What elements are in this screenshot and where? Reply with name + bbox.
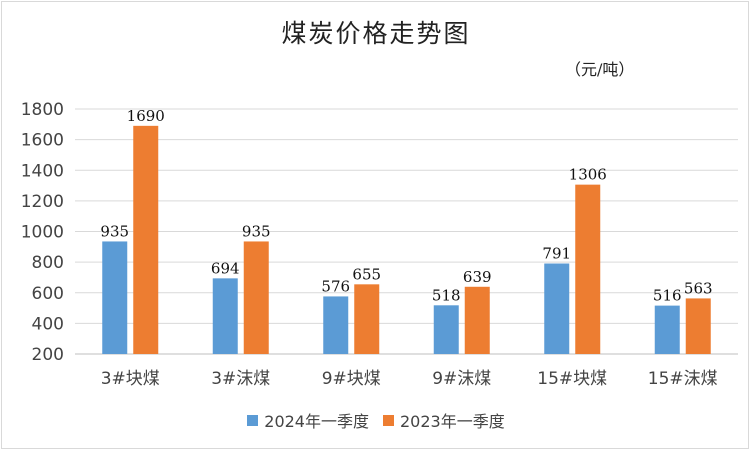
- y-tick-label-1400: 1400: [21, 161, 64, 181]
- data-label-1-1: 935: [242, 222, 271, 240]
- legend-item-2024: 2024年一季度: [247, 408, 369, 432]
- y-tick-label-400: 400: [32, 314, 64, 334]
- data-label-4-0: 791: [542, 245, 571, 263]
- bar-2-1: [354, 284, 380, 354]
- x-tick-label-0: 3#块煤: [101, 369, 160, 389]
- x-tick-label-1: 3#沫煤: [211, 369, 270, 389]
- y-tick-label-1800: 1800: [21, 100, 64, 120]
- y-tick-label-1000: 1000: [21, 223, 64, 243]
- legend-swatch-2024: [247, 414, 259, 426]
- bar-1-0: [212, 278, 238, 354]
- x-axis-ticks: 3#块煤 3#沫煤 9#块煤 9#沫煤 15#块煤 15#沫煤: [101, 369, 718, 389]
- data-label-5-1: 563: [684, 279, 713, 297]
- bar-4-0: [544, 263, 570, 354]
- bar-3-0: [433, 305, 459, 354]
- legend-label-2023: 2023年一季度: [400, 412, 505, 431]
- legend-item-2023: 2023年一季度: [383, 408, 505, 432]
- bar-0-1: [133, 125, 159, 354]
- legend-swatch-2023: [383, 414, 394, 426]
- y-tick-label-200: 200: [32, 345, 64, 365]
- unit-label: （元/吨）: [565, 60, 635, 79]
- chart-title: 煤炭价格走势图: [281, 19, 471, 48]
- x-tick-label-2: 9#块煤: [322, 369, 381, 389]
- data-label-0-1: 1690: [127, 107, 165, 125]
- data-label-2-1: 655: [352, 265, 381, 283]
- x-tick-label-5: 15#沫煤: [648, 369, 718, 389]
- bar-3-1: [464, 286, 490, 354]
- legend-label-2024: 2024年一季度: [264, 412, 369, 431]
- data-label-3-0: 518: [432, 286, 461, 304]
- legend: 2024年一季度 2023年一季度: [0, 408, 752, 432]
- data-label-3-1: 639: [463, 268, 492, 286]
- x-tick-label-3: 9#沫煤: [432, 369, 491, 389]
- bar-0-0: [102, 241, 128, 354]
- data-label-0-0: 935: [100, 222, 129, 240]
- x-tick-label-4: 15#块煤: [537, 369, 607, 389]
- bar-1-1: [243, 241, 269, 354]
- bars: [102, 125, 711, 354]
- y-tick-label-1200: 1200: [21, 192, 64, 212]
- y-axis-ticks: 200 400 600 800 1000 1200 1400 1600 1800: [21, 100, 64, 365]
- bar-2-0: [323, 296, 349, 354]
- data-label-1-0: 694: [211, 259, 240, 277]
- data-label-2-0: 576: [321, 277, 350, 295]
- bar-5-1: [685, 298, 711, 354]
- data-label-5-0: 516: [653, 287, 682, 305]
- bar-4-1: [575, 184, 601, 354]
- gridlines: [75, 108, 738, 355]
- y-tick-label-600: 600: [32, 284, 64, 304]
- y-tick-label-1600: 1600: [21, 131, 64, 151]
- bar-5-0: [654, 305, 680, 354]
- y-tick-label-800: 800: [32, 253, 64, 273]
- data-label-4-1: 1306: [569, 166, 607, 184]
